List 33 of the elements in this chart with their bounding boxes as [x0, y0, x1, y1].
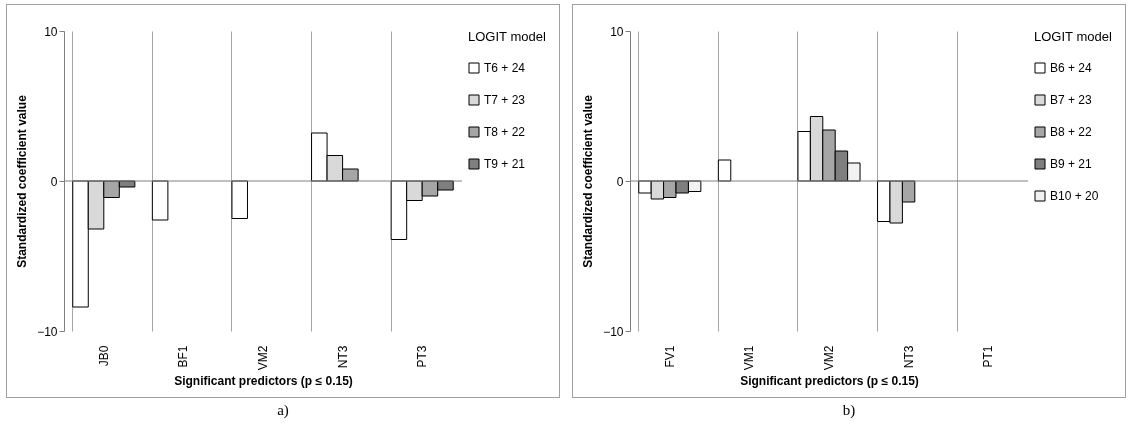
x-tick-label: NT3 [335, 345, 350, 369]
y-tick-label: 0 [616, 174, 624, 189]
legend-label: B7 + 23 [1050, 93, 1093, 107]
y-tick-label: 10 [44, 24, 58, 39]
x-tick-label: PT1 [981, 345, 996, 368]
legend-label: B9 + 21 [1050, 157, 1093, 171]
legend-label: T8 + 22 [484, 125, 526, 139]
y-axis-title: Standardized coefficient value [15, 94, 30, 268]
legend-label: B6 + 24 [1050, 61, 1093, 75]
legend-label: T6 + 24 [484, 61, 526, 75]
text: b) [842, 402, 856, 419]
x-tick-label: NT3 [901, 345, 916, 369]
legend-label: B8 + 22 [1050, 125, 1093, 139]
y-tick-label: −10 [603, 324, 624, 339]
x-tick-label: BF1 [176, 345, 191, 368]
x-axis-title: Significant predictors (p ≤ 0.15) [174, 374, 353, 389]
x-tick-label: VM2 [256, 345, 270, 371]
y-tick-label: 0 [50, 174, 58, 189]
y-axis-title: Standardized coefficient value [581, 94, 596, 268]
x-tick-label: FV1 [662, 345, 677, 368]
legend-label: T9 + 21 [484, 157, 526, 171]
legend-label: B10 + 20 [1050, 189, 1099, 203]
legend-title: LOGIT model [1034, 29, 1112, 44]
y-tick-label: −10 [37, 324, 58, 339]
x-axis-title: Significant predictors (p ≤ 0.15) [740, 374, 919, 389]
legend-title: LOGIT model [468, 29, 546, 44]
x-tick-label: PT3 [415, 345, 430, 368]
y-tick-label: 10 [610, 24, 624, 39]
x-tick-label: VM1 [742, 345, 757, 371]
text: a) [277, 402, 289, 419]
x-tick-label: JB0 [96, 345, 111, 367]
x-tick-label: VM2 [822, 345, 836, 371]
legend-label: T7 + 23 [484, 93, 526, 107]
